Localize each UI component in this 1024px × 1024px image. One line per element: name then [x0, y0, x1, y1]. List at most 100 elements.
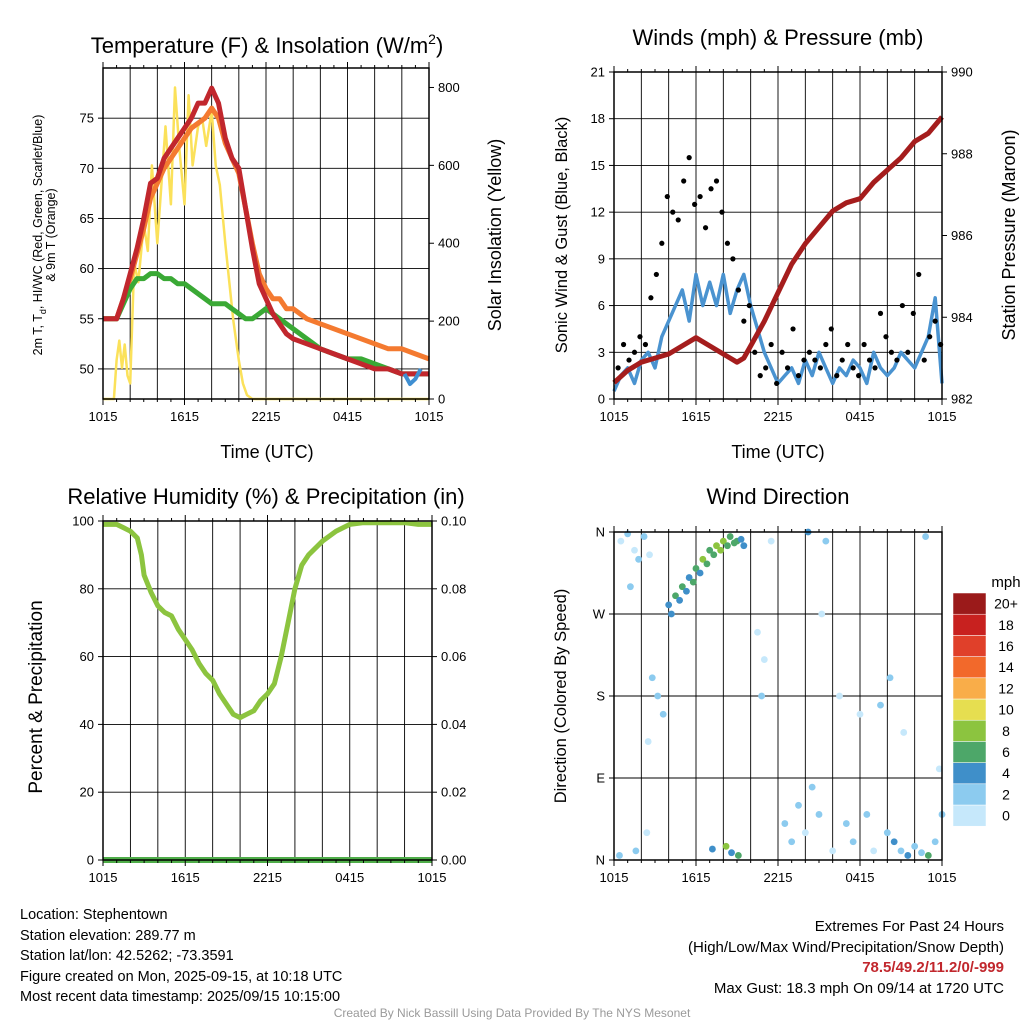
gust-point	[724, 240, 731, 246]
y-tick-label: 65	[80, 211, 94, 226]
gust-point	[888, 349, 895, 355]
legend-swatch	[952, 783, 987, 806]
legend-label: 18	[998, 617, 1014, 633]
direction-point	[632, 847, 640, 855]
gust-point	[812, 357, 818, 363]
temp-2m-line	[103, 85, 429, 377]
x-tick-label: 1015	[928, 409, 957, 424]
extremes-subtitle: (High/Low/Max Wind/Precipitation/Snow De…	[688, 938, 1004, 956]
gust-point	[642, 341, 649, 348]
direction-point	[730, 539, 738, 547]
x-tick-label: 1615	[171, 870, 200, 885]
gust-point	[817, 365, 823, 371]
y2-tick-label: 800	[438, 80, 460, 95]
direction-point	[678, 583, 686, 591]
pressure-line	[612, 115, 944, 385]
direction-point	[640, 533, 648, 540]
direction-point	[644, 738, 652, 745]
gust-point	[806, 349, 813, 355]
gust-point	[899, 302, 905, 309]
direction-panel: Wind Direction N E S W N 1015 1615 2215 0415 1015…	[552, 484, 1021, 885]
direction-point	[706, 546, 714, 554]
direction-title: Wind Direction	[706, 484, 849, 509]
gust-point	[653, 271, 659, 278]
gust-point	[910, 310, 916, 316]
y2-tick-label: 0.06	[441, 649, 466, 664]
direction-point	[795, 801, 802, 809]
direction-point	[726, 533, 734, 540]
temperature-ylabel-left: 2m T, Td, HI/WC (Red, Green, Scarlet/Blu…	[31, 115, 58, 356]
legend-label: 6	[1002, 744, 1010, 760]
y2-tick-label: 0	[438, 392, 445, 407]
svg-text:& 9m T (Orange): & 9m T (Orange)	[44, 188, 58, 281]
direction-point	[931, 838, 939, 846]
svg-text:2m T, Td, HI/WC (Red, Green, S: 2m T, Td, HI/WC (Red, Green, Scarlet/Blu…	[31, 115, 48, 356]
direction-point	[856, 710, 864, 718]
legend-label: 4	[1002, 765, 1010, 781]
direction-point	[754, 628, 761, 636]
direction-point	[836, 692, 843, 700]
legend-label: 16	[998, 638, 1014, 654]
x-tick-label: 2215	[764, 870, 793, 885]
winds-panel: Winds (mph) & Pressure (mb) 0 3 6 9 12 15 18 21…	[553, 25, 1019, 462]
direction-point	[877, 701, 884, 709]
gust-point	[659, 240, 665, 246]
gust-point	[883, 334, 889, 340]
rh-line	[103, 520, 432, 721]
y-tick-label: 12	[591, 205, 605, 220]
legend-label: 14	[998, 659, 1014, 675]
gust-point	[850, 365, 856, 371]
gust-point	[637, 334, 643, 340]
legend-swatch	[952, 656, 987, 679]
legend-swatch	[952, 592, 987, 615]
direction-point	[685, 574, 693, 581]
y-tick-label: 6	[598, 298, 605, 313]
y-tick-label: W	[593, 607, 606, 622]
x-tick-label: 0415	[846, 870, 875, 885]
gust-point	[708, 186, 714, 192]
gust-point	[719, 209, 725, 215]
gust-point	[681, 178, 687, 184]
x-tick-label: 0415	[846, 409, 875, 424]
direction-point	[890, 838, 898, 846]
gust-point	[795, 373, 802, 379]
y2-tick-label: 0.04	[441, 717, 466, 732]
direction-point	[719, 537, 727, 545]
y2-tick-label: 0.00	[441, 853, 466, 868]
direction-point	[849, 838, 857, 846]
legend-label: 2	[1002, 786, 1010, 802]
legend-label: 10	[998, 702, 1014, 718]
x-tick-label: 2215	[764, 409, 793, 424]
direction-point	[883, 829, 891, 837]
gust-point	[905, 349, 911, 355]
station-location: Location: Stephentown	[20, 907, 168, 923]
y-tick-label: N	[596, 853, 605, 868]
gust-point	[752, 349, 758, 355]
y-tick-label: 60	[80, 261, 94, 276]
y2-tick-label: 0.10	[441, 514, 466, 529]
direction-point	[659, 710, 667, 718]
legend-label: 12	[998, 680, 1014, 696]
temperature-panel: Temperature (F) & Insolation (W/m2) 50 55…	[31, 31, 505, 462]
gust-point	[735, 287, 741, 293]
gust-point	[784, 365, 791, 371]
direction-point	[870, 847, 878, 855]
y-tick-label: 70	[80, 161, 94, 176]
y2-tick-label: 0.08	[441, 581, 466, 596]
direction-point	[710, 551, 718, 559]
gust-point	[730, 256, 736, 262]
direction-point	[648, 674, 656, 682]
direction-point	[758, 692, 765, 700]
legend-swatch	[952, 741, 987, 763]
humidity-title: Relative Humidity (%) & Precipitation (i…	[67, 484, 464, 509]
x-tick-label: 0415	[335, 870, 364, 885]
winds-xlabel: Time (UTC)	[731, 442, 824, 462]
x-tick-label: 1615	[170, 409, 199, 424]
x-tick-label: 1015	[418, 870, 447, 885]
y-tick-label: 9	[598, 251, 605, 266]
gust-point	[861, 341, 867, 348]
gust-point	[713, 178, 720, 184]
gust-point	[856, 373, 862, 379]
y-tick-label: 50	[80, 361, 94, 376]
y-tick-label: 55	[80, 311, 94, 326]
